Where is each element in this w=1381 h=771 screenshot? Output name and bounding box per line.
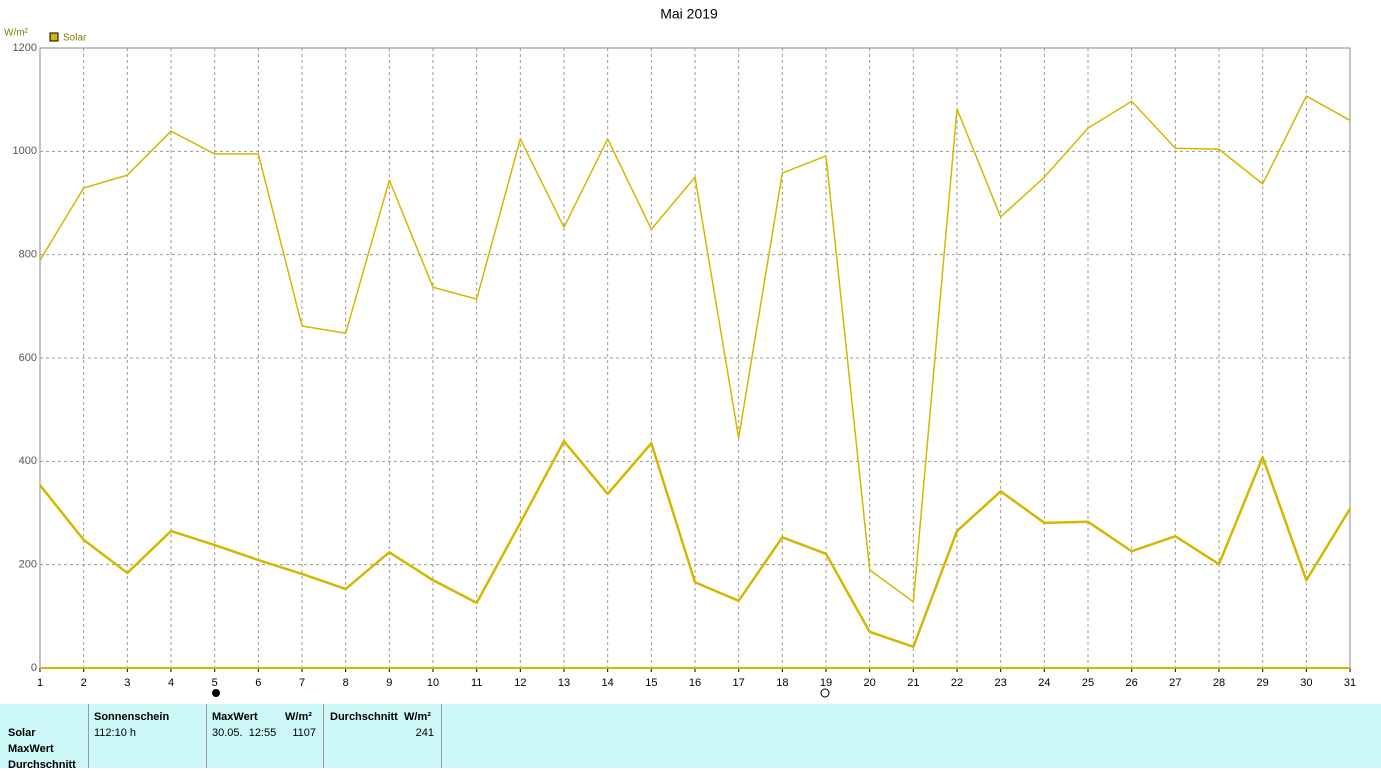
data-line [39,95,1351,603]
x-tick-label: 26 [1126,677,1138,689]
separator [323,704,324,768]
y-axis-label: W/m² [4,28,29,39]
y-tick-label: 400 [19,455,37,467]
y-tick-label: 1000 [13,145,37,157]
data-line [39,439,1352,649]
row-label: Durchschnitt [8,759,76,771]
separator [88,704,89,768]
x-tick-label: 19 [820,677,832,689]
legend-swatch [49,32,59,42]
x-tick-label: 16 [689,677,701,689]
y-tick-label: 800 [19,249,37,261]
cell: 1107 [292,727,316,739]
separator [441,704,442,768]
x-tick-label: 11 [471,677,482,689]
moon-full [820,688,830,698]
x-tick-label: 20 [864,677,876,689]
y-tick-label: 0 [31,662,37,674]
row-label: MaxWert [8,743,54,755]
column-header: MaxWert [212,711,258,723]
x-tick-label: 6 [255,677,261,689]
y-tick-label: 1200 [13,42,37,54]
column-unit: W/m² [404,711,431,723]
x-tick-label: 21 [907,677,919,689]
moon-new [212,689,220,697]
cell: 30.05. 12:55 [212,727,277,739]
x-tick-label: 3 [124,677,130,689]
x-tick-label: 24 [1038,677,1050,689]
cell: 112:10 h [94,727,137,739]
x-tick-label: 22 [951,677,963,689]
cell: 241 [415,727,434,739]
x-tick-label: 29 [1257,677,1269,689]
x-tick-label: 1 [37,677,43,689]
x-tick-label: 9 [386,677,392,689]
x-tick-label: 30 [1300,677,1312,689]
x-tick-label: 18 [776,677,788,689]
column-header: Durchschnitt [330,711,398,723]
x-tick-label: 12 [514,677,526,689]
summary-table: Solar MaxWert Durchschnitt Sonnenschein … [0,704,1381,771]
x-tick-label: 15 [645,677,657,689]
x-tick-label: 14 [602,677,614,689]
x-tick-label: 23 [995,677,1007,689]
x-tick-label: 8 [343,677,349,689]
y-tick-label: 200 [19,559,37,571]
x-tick-label: 10 [427,677,439,689]
column-header: Sonnenschein [94,711,170,723]
x-tick-label: 5 [212,677,218,689]
column-unit: W/m² [285,711,312,723]
x-tick-label: 17 [733,677,745,689]
x-tick-label: 7 [299,677,305,689]
x-tick-label: 13 [558,677,570,689]
x-tick-label: 2 [81,677,87,689]
x-tick-label: 4 [168,677,174,689]
separator [206,704,207,768]
chart-title: Mai 2019 [660,6,718,22]
row-label: Solar [8,727,36,739]
legend-label: Solar [63,33,87,44]
x-tick-label: 31 [1344,677,1356,689]
y-tick-label: 600 [19,352,37,364]
x-tick-label: 28 [1213,677,1225,689]
x-tick-label: 27 [1169,677,1181,689]
x-tick-label: 25 [1082,677,1094,689]
